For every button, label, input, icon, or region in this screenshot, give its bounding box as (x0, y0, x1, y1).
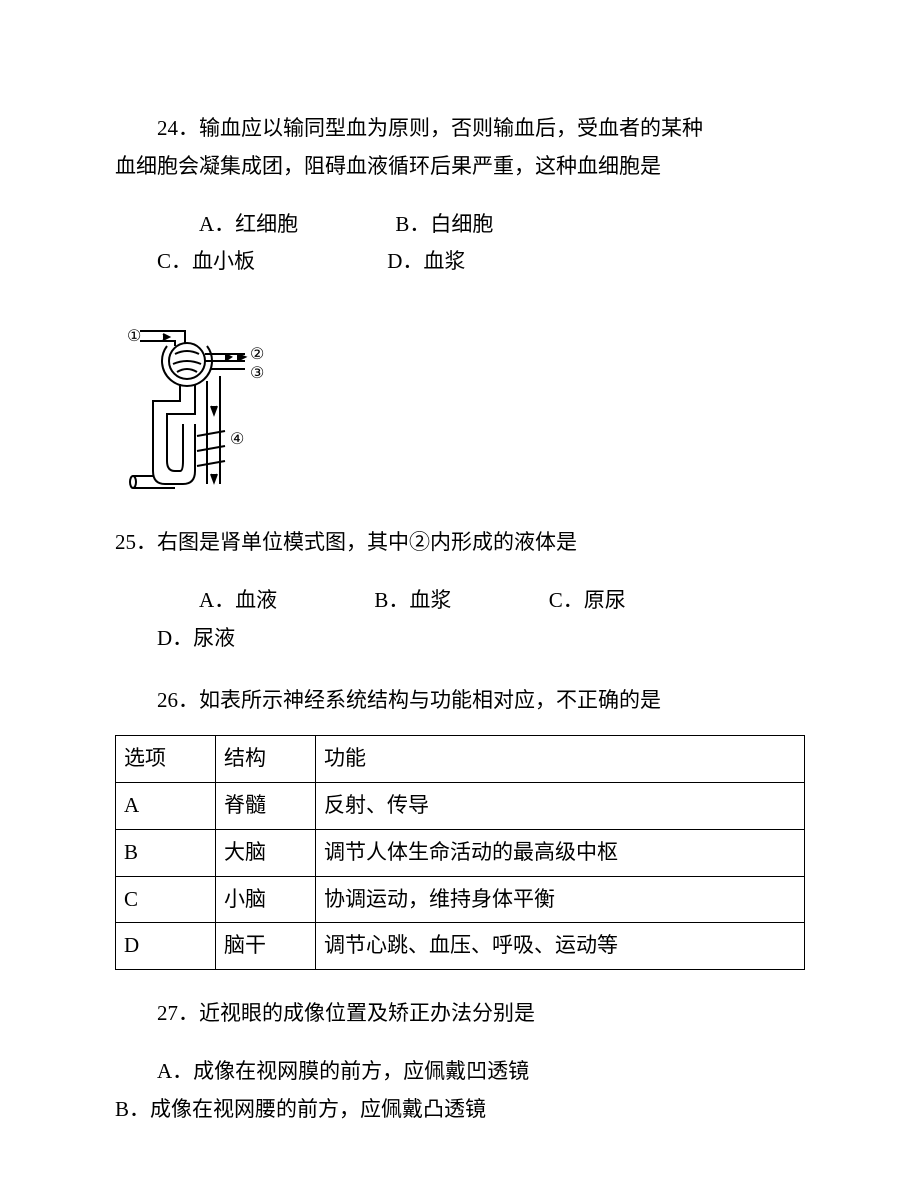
q26-text: 26．如表所示神经系统结构与功能相对应，不正确的是 (115, 682, 805, 720)
q25-text: 25．右图是肾单位模式图，其中②内形成的液体是 (115, 524, 805, 562)
table-row: D 脑干 调节心跳、血压、呼吸、运动等 (116, 923, 805, 970)
q27-option-b: B．成像在视网腰的前方，应佩戴凸透镜 (115, 1091, 805, 1129)
table-cell: D (116, 923, 216, 970)
table-cell: 调节心跳、血压、呼吸、运动等 (316, 923, 805, 970)
svg-text:①: ① (127, 328, 141, 345)
table-cell: 大脑 (216, 829, 316, 876)
q25-number: 25． (115, 530, 157, 554)
table-row: C 小脑 协调运动，维持身体平衡 (116, 876, 805, 923)
q25-option-d: D．尿液 (115, 620, 235, 658)
q25-option-b: B．血浆 (332, 582, 451, 620)
table-header-row: 选项 结构 功能 (116, 736, 805, 783)
q27-option-a: A．成像在视网膜的前方，应佩戴凹透镜 (115, 1053, 805, 1091)
nephron-diagram: ① ② ③ (125, 306, 805, 514)
q24-option-a: A．红细胞 (157, 206, 298, 244)
q27-stem: 近视眼的成像位置及矫正办法分别是 (199, 1001, 535, 1025)
nephron-svg: ① ② ③ (125, 306, 280, 501)
q25-option-c: C．原尿 (507, 582, 626, 620)
q26-stem: 如表所示神经系统结构与功能相对应，不正确的是 (199, 688, 661, 712)
question-26: 26．如表所示神经系统结构与功能相对应，不正确的是 选项 结构 功能 A 脊髓 … (115, 682, 805, 970)
q24-line2: 血细胞会凝集成团，阻碍血液循环后果严重，这种血细胞是 (115, 148, 805, 186)
table-row: A 脊髓 反射、传导 (116, 782, 805, 829)
q25-options: A．血液 B．血浆 C．原尿 D．尿液 (115, 582, 805, 658)
table-cell: 调节人体生命活动的最高级中枢 (316, 829, 805, 876)
question-24: 24．输血应以输同型血为原则，否则输血后，受血者的某种 血细胞会凝集成团，阻碍血… (115, 110, 805, 281)
q25-stem: 右图是肾单位模式图，其中②内形成的液体是 (157, 530, 577, 554)
q24-option-b: B．白细胞 (353, 206, 493, 244)
svg-text:③: ③ (250, 365, 264, 382)
question-25: 25．右图是肾单位模式图，其中②内形成的液体是 A．血液 B．血浆 C．原尿 D… (115, 524, 805, 657)
table-row: B 大脑 调节人体生命活动的最高级中枢 (116, 829, 805, 876)
question-27: 27．近视眼的成像位置及矫正办法分别是 A．成像在视网膜的前方，应佩戴凹透镜 B… (115, 995, 805, 1128)
q24-option-d: D．血浆 (345, 243, 465, 281)
table-cell: 脊髓 (216, 782, 316, 829)
q25-option-a: A．血液 (157, 582, 277, 620)
table-cell: 小脑 (216, 876, 316, 923)
svg-text:④: ④ (230, 431, 244, 448)
table-header-1: 选项 (116, 736, 216, 783)
q26-table: 选项 结构 功能 A 脊髓 反射、传导 B 大脑 调节人体生命活动的最高级中枢 … (115, 735, 805, 970)
q24-options: A．红细胞 B．白细胞 C．血小板 D．血浆 (115, 206, 805, 282)
q24-number: 24． (157, 116, 199, 140)
svg-text:②: ② (250, 346, 264, 363)
table-cell: 协调运动，维持身体平衡 (316, 876, 805, 923)
q26-number: 26． (157, 688, 199, 712)
table-header-3: 功能 (316, 736, 805, 783)
table-cell: B (116, 829, 216, 876)
q24-line1: 输血应以输同型血为原则，否则输血后，受血者的某种 (199, 116, 703, 140)
table-header-2: 结构 (216, 736, 316, 783)
q27-text: 27．近视眼的成像位置及矫正办法分别是 (115, 995, 805, 1033)
q24-option-c: C．血小板 (115, 243, 255, 281)
table-cell: 反射、传导 (316, 782, 805, 829)
table-cell: A (116, 782, 216, 829)
q27-number: 27． (157, 1001, 199, 1025)
table-cell: C (116, 876, 216, 923)
table-cell: 脑干 (216, 923, 316, 970)
q24-text-line1: 24．输血应以输同型血为原则，否则输血后，受血者的某种 (115, 110, 805, 148)
